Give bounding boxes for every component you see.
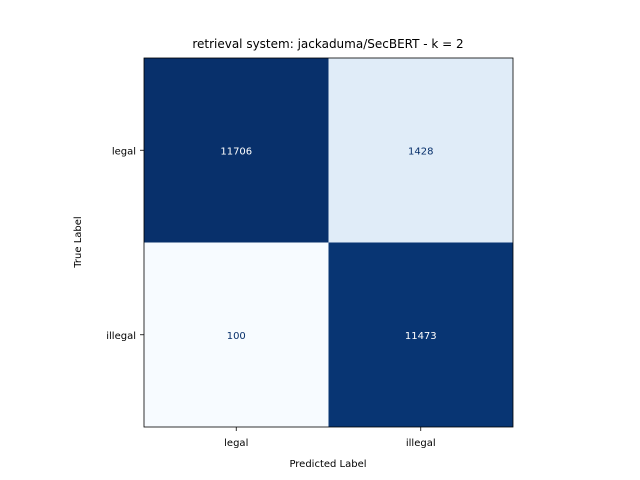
cell-value-label: 11473 — [405, 331, 437, 342]
matrix-cells: 11706 1428 100 11473 — [144, 58, 513, 427]
matrix-cell — [328, 58, 513, 243]
matrix-cell — [144, 58, 329, 243]
x-tick-label: legal — [224, 438, 248, 449]
y-tick-label: illegal — [106, 331, 136, 342]
y-tick-label: legal — [112, 146, 136, 157]
x-tick-label: illegal — [406, 438, 436, 449]
chart-title: retrieval system: jackaduma/SecBERT - k … — [192, 37, 463, 51]
cell-value-label: 11706 — [220, 146, 252, 157]
cell-value-label: 1428 — [408, 146, 433, 157]
matrix-cell — [328, 242, 513, 427]
cell-value-label: 100 — [227, 331, 246, 342]
y-axis-label: True Label — [73, 216, 84, 268]
x-axis-label: Predicted Label — [289, 459, 366, 470]
x-axis-ticks: legal illegal — [224, 427, 436, 449]
plot-frame — [143, 57, 514, 428]
matrix-cell — [144, 242, 329, 427]
y-axis-ticks: legal illegal — [106, 146, 144, 342]
